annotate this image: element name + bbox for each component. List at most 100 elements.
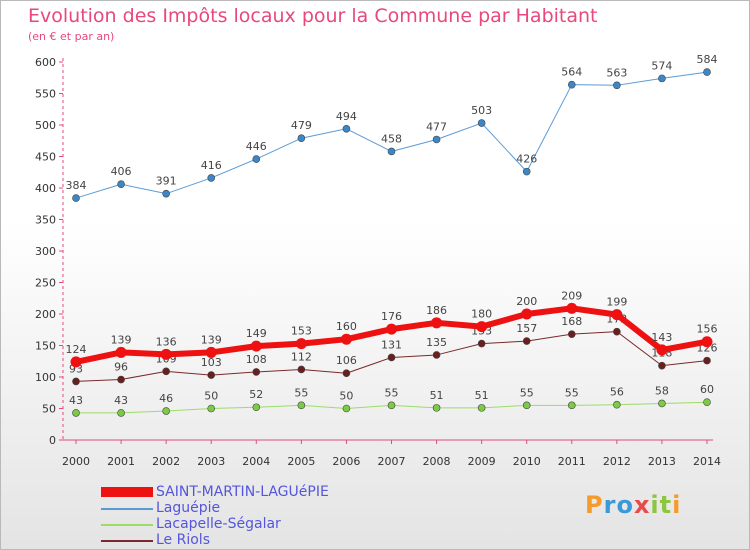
legend-label: Lacapelle-Ségalar	[156, 516, 281, 532]
data-label: 55	[565, 386, 579, 399]
data-label: 131	[381, 338, 402, 351]
data-point	[117, 409, 125, 417]
data-label: 406	[111, 165, 132, 178]
data-point	[207, 404, 216, 413]
data-label: 168	[561, 315, 582, 328]
data-label: 209	[561, 289, 582, 302]
data-label: 391	[156, 175, 177, 188]
data-point	[342, 404, 351, 413]
y-tick-label: 550	[35, 88, 56, 101]
data-label: 446	[246, 140, 267, 153]
data-point	[387, 147, 396, 156]
data-point	[207, 174, 216, 182]
y-tick-label: 500	[35, 119, 56, 132]
chart-title: Evolution des Impôts locaux pour la Comm…	[28, 5, 598, 27]
data-point	[342, 369, 351, 378]
x-tick-label: 2014	[693, 455, 721, 468]
data-label: 479	[291, 119, 312, 132]
data-point	[522, 401, 531, 410]
y-tick-label: 150	[35, 340, 56, 353]
data-point	[432, 135, 441, 144]
data-point	[160, 348, 172, 360]
legend-label: Le Riols	[156, 532, 210, 548]
data-point	[703, 68, 711, 76]
data-point	[431, 317, 443, 329]
data-point	[115, 346, 127, 358]
data-point	[70, 356, 82, 368]
legend-swatch	[101, 508, 153, 510]
data-label: 149	[246, 327, 267, 340]
data-point	[658, 399, 666, 408]
data-point	[117, 180, 125, 189]
data-point	[72, 377, 80, 386]
data-label: 51	[430, 389, 444, 402]
data-point	[613, 400, 621, 409]
data-point	[567, 330, 576, 338]
data-label: 564	[561, 66, 582, 79]
x-tick-label: 2005	[287, 455, 315, 468]
data-label: 51	[475, 389, 489, 402]
x-tick-label: 2009	[468, 455, 496, 468]
data-point	[117, 375, 125, 384]
x-tick-label: 2013	[648, 455, 676, 468]
y-tick-label: 400	[35, 182, 56, 195]
data-point	[386, 323, 397, 335]
legend-swatch	[101, 540, 153, 542]
data-label: 55	[520, 386, 534, 399]
data-label: 503	[471, 104, 492, 117]
data-point	[567, 401, 576, 410]
data-point	[162, 407, 170, 415]
data-point	[340, 333, 352, 345]
legend-label: SAINT-MARTIN-LAGUéPIE	[156, 484, 329, 500]
logo-letter: o	[616, 491, 634, 519]
y-tick-label: 200	[35, 308, 56, 321]
x-tick-label: 2004	[242, 455, 270, 468]
data-point	[297, 401, 306, 410]
data-point	[656, 344, 668, 356]
data-label: 43	[114, 394, 128, 407]
data-label: 136	[156, 335, 177, 348]
x-tick-label: 2007	[378, 455, 406, 468]
y-tick-label: 600	[35, 56, 56, 69]
data-point	[658, 74, 666, 83]
x-tick-label: 2003	[197, 455, 225, 468]
data-point	[522, 337, 531, 345]
data-label: 477	[426, 120, 447, 133]
data-label: 426	[516, 153, 537, 166]
data-label: 124	[66, 343, 87, 356]
data-point	[297, 365, 306, 374]
x-tick-label: 2001	[107, 455, 135, 468]
data-point	[613, 327, 621, 336]
y-tick-label: 300	[35, 245, 56, 258]
x-tick-label: 2012	[603, 455, 631, 468]
data-point	[703, 356, 711, 365]
legend-swatch	[101, 487, 153, 497]
data-label: 180	[471, 308, 492, 321]
data-point	[566, 302, 578, 314]
data-label: 50	[339, 390, 353, 403]
data-point	[522, 167, 531, 176]
data-point	[72, 409, 80, 417]
data-label: 494	[336, 110, 357, 123]
data-label: 56	[610, 386, 624, 399]
data-point	[477, 404, 486, 412]
data-label: 584	[697, 53, 718, 66]
data-point	[477, 339, 486, 348]
data-point	[387, 401, 396, 410]
data-point	[295, 338, 307, 350]
data-point	[207, 371, 216, 379]
data-point	[611, 309, 623, 321]
x-tick-label: 2002	[152, 455, 180, 468]
y-tick-label: 450	[35, 151, 56, 164]
data-point	[162, 367, 170, 376]
data-label: 58	[655, 384, 669, 397]
data-label: 153	[291, 325, 312, 338]
data-point	[252, 368, 261, 376]
data-label: 139	[111, 333, 132, 346]
data-label: 143	[651, 331, 672, 344]
data-point	[567, 80, 576, 89]
data-point	[297, 134, 306, 143]
logo-letter: x	[633, 491, 651, 519]
